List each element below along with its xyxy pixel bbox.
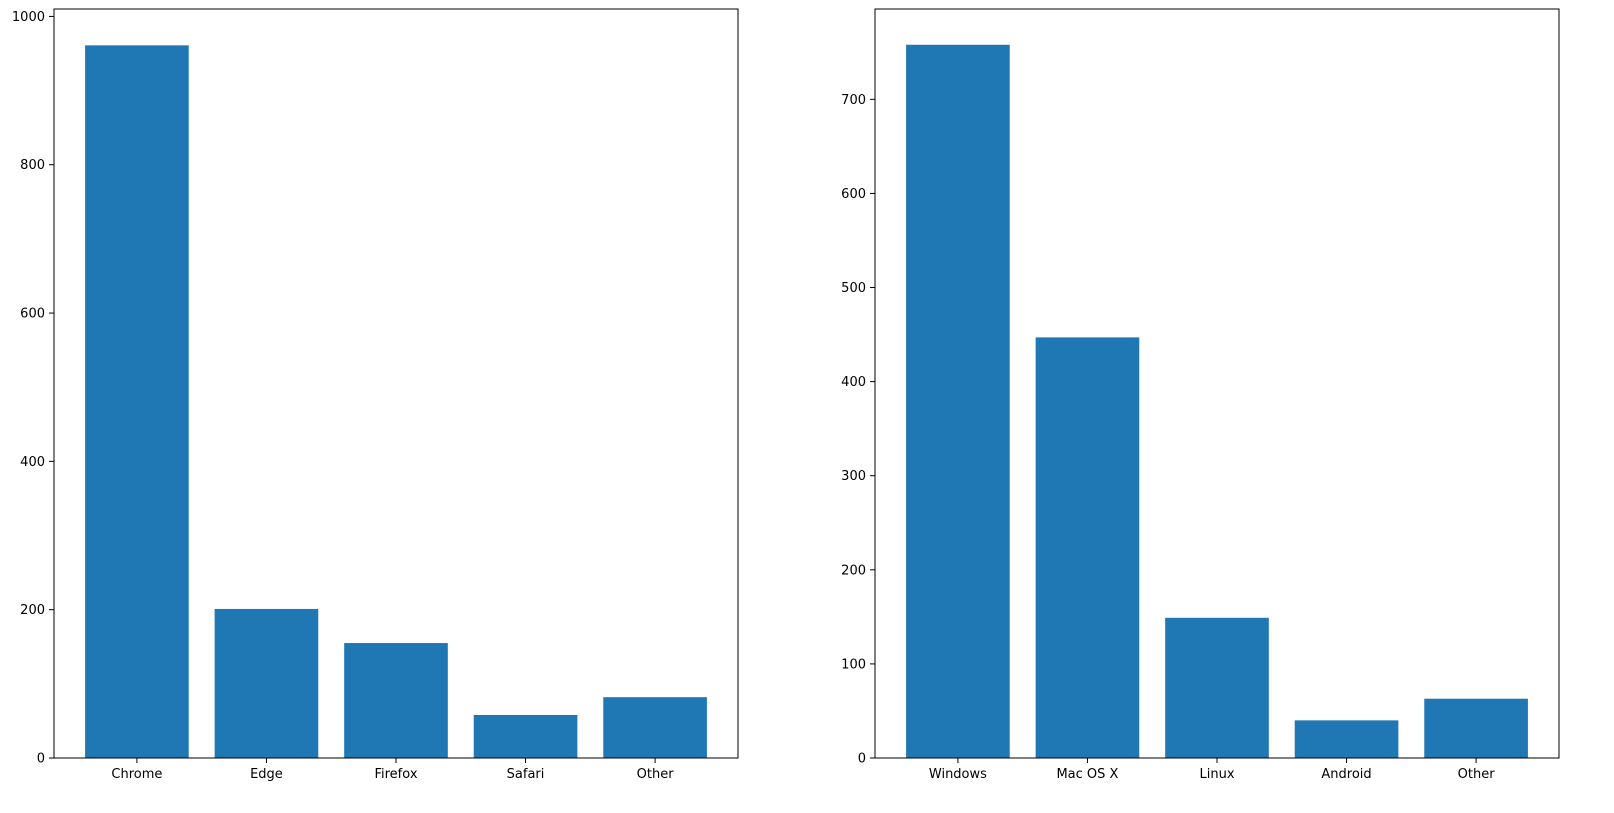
x-tick-label: Chrome	[111, 767, 162, 782]
browser-bar-chart: Chrome Edge Firefox Safari Other 0 200 400 600 80…	[12, 8, 739, 782]
y-tick-label: 600	[20, 307, 45, 322]
x-tick-label: Windows	[929, 767, 987, 782]
x-tick-label: Linux	[1199, 767, 1234, 782]
bar-edge	[214, 608, 319, 758]
y-tick-label: 0	[858, 752, 866, 767]
x-tick-label: Edge	[250, 767, 283, 782]
bar-mac-os-x	[1035, 337, 1140, 758]
bar-android	[1294, 720, 1399, 758]
y-tick-label: 200	[841, 563, 866, 578]
bar-other	[603, 697, 707, 758]
bar-firefox	[344, 643, 448, 758]
y-tick-label: 700	[841, 93, 866, 108]
bar-windows	[906, 44, 1010, 758]
y-tick-label: 800	[20, 158, 45, 173]
y-tick-label: 400	[20, 455, 45, 470]
y-tick-label: 100	[841, 657, 866, 672]
x-tick-label: Safari	[507, 767, 545, 782]
y-tick-label: 400	[841, 375, 866, 390]
y-tick-label: 1000	[12, 10, 45, 25]
x-tick-label: Mac OS X	[1056, 767, 1118, 782]
bar-other	[1424, 698, 1528, 758]
x-tick-label: Other	[637, 767, 675, 782]
y-tick-label: 300	[841, 469, 866, 484]
bar-chrome	[85, 45, 189, 758]
y-tick-label: 500	[841, 281, 866, 296]
bar-linux	[1165, 617, 1269, 758]
os-bar-chart: Windows Mac OS X Linux Android Other 0 100 200 3…	[841, 8, 1560, 782]
x-tick-label: Firefox	[374, 767, 417, 782]
x-tick-label: Other	[1458, 767, 1496, 782]
y-tick-label: 600	[841, 187, 866, 202]
x-tick-label: Android	[1321, 767, 1371, 782]
y-tick-label: 200	[20, 603, 45, 618]
bar-safari	[473, 714, 578, 758]
y-tick-label: 0	[37, 752, 45, 767]
